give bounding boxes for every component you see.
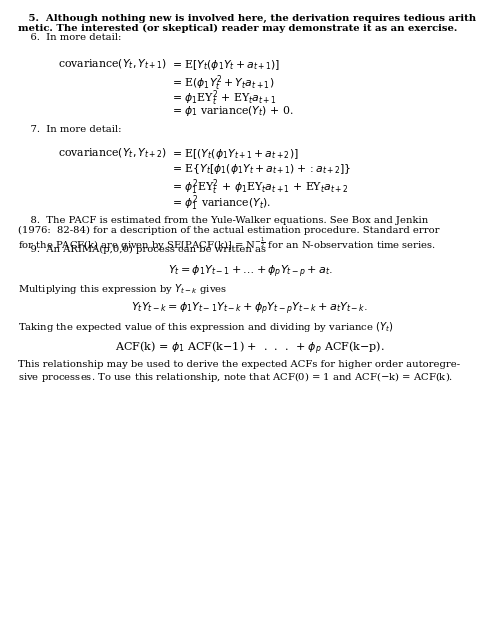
Text: covariance$(Y_t,Y_{t+2})$: covariance$(Y_t,Y_{t+2})$ — [58, 147, 168, 160]
Text: = E$\{Y_t[\phi_1(\phi_1 Y_t + a_{t+1}) +: a_{t+2}]\}$: = E$\{Y_t[\phi_1(\phi_1 Y_t + a_{t+1}) +… — [172, 162, 352, 176]
Text: This relationship may be used to derive the expected ACFs for higher order autor: This relationship may be used to derive … — [18, 360, 460, 369]
Text: 6.  In more detail:: 6. In more detail: — [18, 33, 121, 42]
Text: metic. The interested (or skeptical) reader may demonstrate it as an exercise.: metic. The interested (or skeptical) rea… — [18, 24, 457, 33]
Text: for the PACF(k) are given by SE[PACF(k)] = N$^{-\frac{1}{2}}$ for an N-observati: for the PACF(k) are given by SE[PACF(k)]… — [18, 235, 436, 253]
Text: ACF(k) = $\phi_1$ ACF(k$-$1) +  .  .  .  + $\phi_p$ ACF(k$-$p).: ACF(k) = $\phi_1$ ACF(k$-$1) + . . . + $… — [115, 340, 385, 357]
Text: 9.  An ARIMA(p,0,0) process can be written as: 9. An ARIMA(p,0,0) process can be writte… — [18, 245, 266, 254]
Text: $Y_t = \phi_1 Y_{t-1} + \ldots + \phi_p Y_{t-p} + a_t.$: $Y_t = \phi_1 Y_{t-1} + \ldots + \phi_p … — [168, 264, 332, 280]
Text: = $\phi_1$EY$_t^2$ + EY$_t a_{t+1}$: = $\phi_1$EY$_t^2$ + EY$_t a_{t+1}$ — [172, 89, 278, 108]
Text: covariance$(Y_t,Y_{t+1})$: covariance$(Y_t,Y_{t+1})$ — [58, 58, 168, 71]
Text: = E$[Y_t(\phi_1 Y_t + a_{t+1})]$: = E$[Y_t(\phi_1 Y_t + a_{t+1})]$ — [172, 58, 281, 72]
Text: = $\phi_1^2$EY$_t^2$ + $\phi_1$EY$_t a_{t+1}$ + EY$_t a_{t+2}$: = $\phi_1^2$EY$_t^2$ + $\phi_1$EY$_t a_{… — [172, 177, 349, 197]
Text: = E$[(Y_t(\phi_1 Y_{t+1} + a_{t+2})]$: = E$[(Y_t(\phi_1 Y_{t+1} + a_{t+2})]$ — [172, 147, 299, 161]
Text: 7.  In more detail:: 7. In more detail: — [18, 125, 121, 134]
Text: = $\phi_1$ variance$(Y_t)$ + 0.: = $\phi_1$ variance$(Y_t)$ + 0. — [172, 104, 294, 118]
Text: Multiplying this expression by $Y_{t-k}$ gives: Multiplying this expression by $Y_{t-k}$… — [18, 282, 227, 296]
Text: = E$(\phi_1 Y_t^2 + Y_t a_{t+1})$: = E$(\phi_1 Y_t^2 + Y_t a_{t+1})$ — [172, 73, 275, 93]
Text: Taking the expected value of this expression and dividing by variance $(Y_t)$: Taking the expected value of this expres… — [18, 320, 393, 334]
Text: = $\phi_1^2$ variance$(Y_t)$.: = $\phi_1^2$ variance$(Y_t)$. — [172, 193, 272, 212]
Text: (1976:  82-84) for a description of the actual estimation procedure. Standard er: (1976: 82-84) for a description of the a… — [18, 226, 439, 235]
Text: 5.  Although nothing new is involved here, the derivation requires tedious arith: 5. Although nothing new is involved here… — [18, 14, 475, 23]
Text: $Y_t Y_{t-k} = \phi_1 Y_{t-1} Y_{t-k} + \phi_p Y_{t-p} Y_{t-k} + a_t Y_{t-k}.$: $Y_t Y_{t-k} = \phi_1 Y_{t-1} Y_{t-k} + … — [132, 301, 368, 318]
Text: sive processes. To use this relationship, note that ACF(0) = 1 and ACF($-$k) = A: sive processes. To use this relationship… — [18, 370, 452, 384]
Text: 8.  The PACF is estimated from the Yule-Walker equations. See Box and Jenkin: 8. The PACF is estimated from the Yule-W… — [18, 216, 428, 225]
